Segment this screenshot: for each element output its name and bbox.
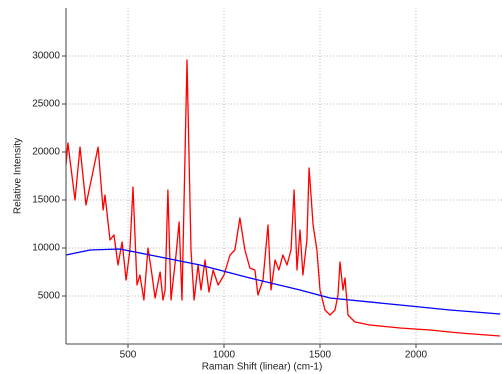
y-tick-label: 20000 bbox=[32, 147, 60, 158]
y-tick-label: 15000 bbox=[32, 195, 60, 206]
y-tick-label: 30000 bbox=[32, 51, 60, 62]
x-axis-label: Raman Shift (linear) (cm-1) bbox=[202, 362, 323, 373]
y-tick-label: 10000 bbox=[32, 243, 60, 254]
y-tick-label: 5000 bbox=[38, 291, 61, 302]
series-line bbox=[66, 59, 501, 337]
x-tick-label: 500 bbox=[120, 350, 137, 361]
x-tick-label: 1000 bbox=[213, 350, 236, 361]
y-tick-label: 25000 bbox=[32, 99, 60, 110]
y-axis-label: Relative Intensity bbox=[13, 138, 24, 214]
x-tick-label: 1500 bbox=[309, 350, 332, 361]
x-tick-label: 2000 bbox=[405, 350, 428, 361]
series-line bbox=[66, 248, 501, 315]
